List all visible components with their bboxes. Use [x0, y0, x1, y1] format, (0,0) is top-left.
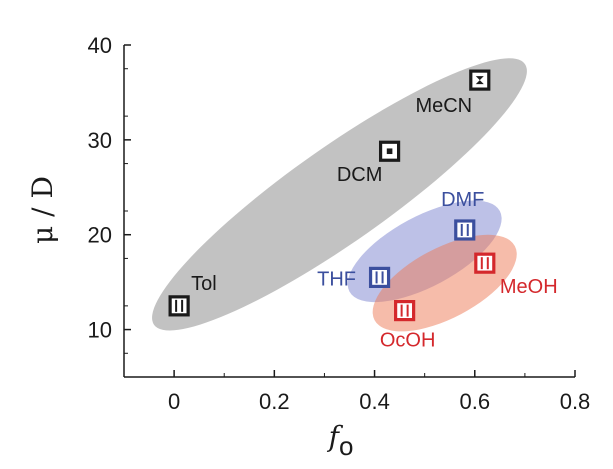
- label-ocoh: OcOH: [380, 330, 436, 352]
- point-dmf: DMF: [441, 189, 484, 241]
- point-tol: Tol: [168, 273, 217, 317]
- x-axis-title: fo: [327, 420, 354, 461]
- point-thf: THF: [317, 266, 391, 290]
- x-tick-label: 0.4: [359, 389, 390, 414]
- y-axis-title: μ / D: [26, 176, 59, 244]
- marker-thf: [368, 266, 391, 288]
- label-tol: Tol: [191, 273, 217, 295]
- x-tick-label: 0.6: [459, 389, 490, 414]
- x-axis-title-subscript: o: [339, 431, 353, 461]
- marker-meoh: [474, 252, 496, 274]
- marker-dmf: [454, 219, 476, 241]
- data-points: Tol DCM MeCN THF DMF OcOH MeOH: [168, 69, 558, 352]
- label-dcm: DCM: [337, 164, 383, 186]
- axes: 10 20 30 40 0 0.2 0.4 0.6 0.8: [88, 33, 591, 414]
- y-tick-label: 40: [88, 33, 112, 58]
- label-meoh: MeOH: [500, 276, 558, 298]
- y-tick-label: 20: [88, 223, 112, 248]
- marker-center: [386, 148, 393, 155]
- y-tick-label: 10: [88, 318, 112, 343]
- y-tick-label: 30: [88, 128, 112, 153]
- point-dcm: DCM: [337, 140, 401, 186]
- marker-ocoh: [394, 300, 416, 322]
- marker-tol: [168, 295, 190, 317]
- point-mecn: MeCN: [415, 69, 491, 117]
- label-thf: THF: [317, 268, 356, 290]
- label-dmf: DMF: [441, 189, 484, 211]
- label-mecn: MeCN: [415, 95, 472, 117]
- x-tick-label: 0.2: [259, 389, 290, 414]
- x-tick-label: 0: [168, 389, 180, 414]
- marker-center: [475, 76, 484, 85]
- point-meoh: MeOH: [474, 252, 558, 298]
- point-ocoh: OcOH: [380, 300, 436, 352]
- group-ellipse-1: [152, 58, 527, 331]
- x-tick-label: 0.8: [560, 389, 591, 414]
